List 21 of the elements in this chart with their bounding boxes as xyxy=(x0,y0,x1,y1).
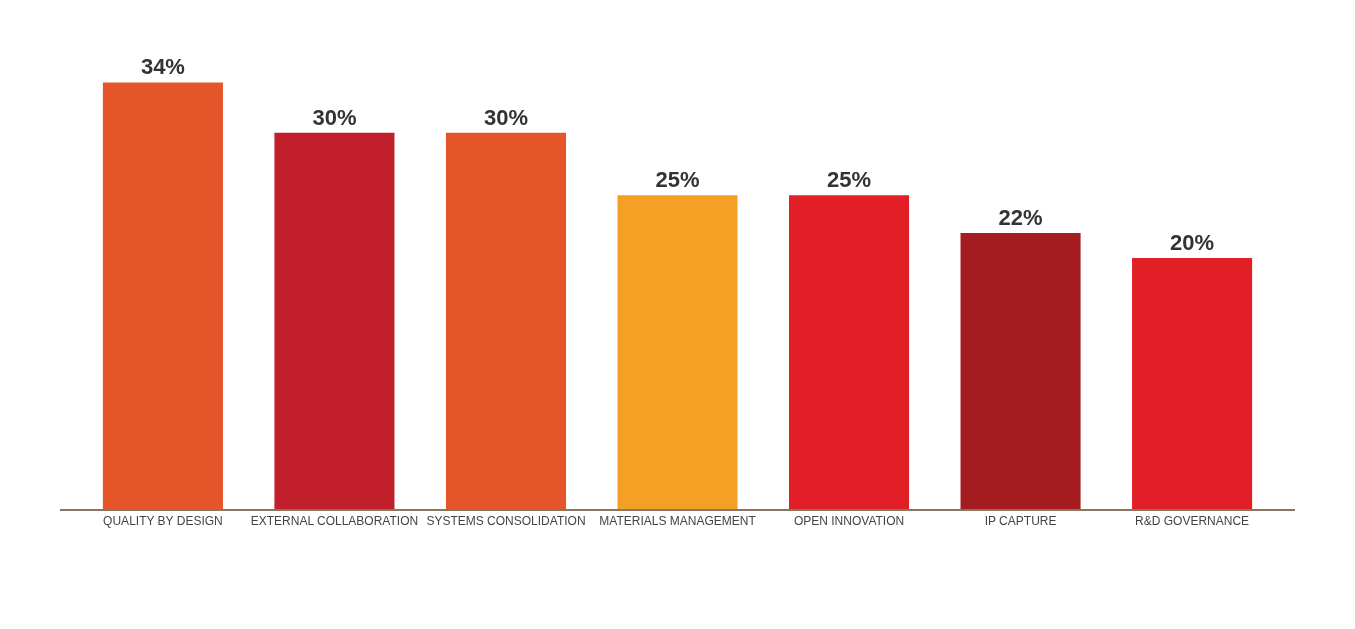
data-label: 20% xyxy=(1170,230,1215,256)
x-tick-label: SYSTEMS CONSOLIDATION xyxy=(426,514,586,529)
x-tick-label: QUALITY BY DESIGN xyxy=(103,514,223,529)
x-tick-label: IP CAPTURE xyxy=(984,514,1057,529)
bar xyxy=(1132,258,1253,509)
data-label: 30% xyxy=(483,104,528,130)
x-tick-label: OPEN INNOVATION xyxy=(793,514,905,529)
x-tick-label: EXTERNAL COLLABORATION xyxy=(250,514,419,529)
bar xyxy=(960,233,1081,509)
bar xyxy=(788,195,910,509)
x-tick-label: R&D GOVERNANCE xyxy=(1135,514,1250,529)
data-label: 34% xyxy=(140,54,185,80)
data-label: 25% xyxy=(655,167,700,193)
bar xyxy=(445,132,567,509)
data-label: 22% xyxy=(998,205,1043,230)
bar xyxy=(274,132,395,509)
bar xyxy=(102,82,223,509)
data-label: 25% xyxy=(827,167,872,193)
data-label: 30% xyxy=(312,104,357,130)
x-tick-label: MATERIALS MANAGEMENT xyxy=(599,514,757,529)
bar xyxy=(617,195,738,509)
